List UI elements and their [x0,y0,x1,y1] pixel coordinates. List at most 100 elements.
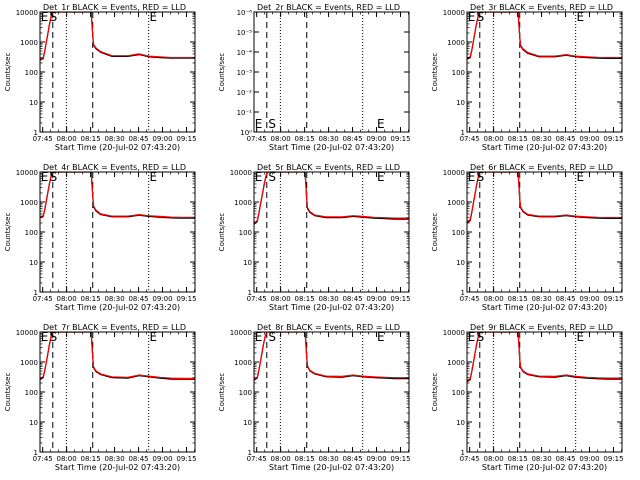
panel-title: Det_9r BLACK = Events, RED = LLD [470,323,613,332]
series-group [467,332,622,383]
x-tick-label: 07:45 [247,135,267,143]
x-tick-label: 08:15 [295,295,315,303]
y-axis-title: Counts/sec [218,213,226,252]
x-tick-label: 08:15 [508,135,528,143]
series-line-lld [467,172,622,223]
series-line-lld [467,12,622,59]
series-group [467,12,622,60]
x-tick-label: 08:45 [555,295,575,303]
x-tick-label: 09:00 [579,295,599,303]
panel-det-4r: Det_4r BLACK = Events, RED = LLD 1 10 100 10… [4,163,197,312]
x-tick-label: 08:45 [128,455,148,463]
y-tick-label: 10 [243,259,252,267]
series-line-events [40,332,195,381]
plot-frame [466,171,623,293]
y-tick-label: 10000 [16,169,38,177]
panel-det-2r: Det_2r BLACK = Events, RED = LLD 10⁰ 10⁻¹ 1… [218,3,411,152]
x-axis-title: Start Time (20-Jul-02 07:43:20) [269,303,394,312]
y-tick-label: 1000 [20,39,38,47]
x-tick-label: 09:15 [603,295,623,303]
y-tick-label: 10 [456,99,465,107]
x-axis-title: Start Time (20-Jul-02 07:43:20) [482,303,607,312]
marker-label: E [149,330,157,344]
x-axis-title: Start Time (20-Jul-02 07:43:20) [269,143,394,152]
x-tick-label: 08:15 [508,455,528,463]
marker-label: E [576,10,584,24]
x-tick-label: 08:00 [57,455,77,463]
y-tick-label: 10000 [16,329,38,337]
series-line-lld [254,332,409,380]
x-tick-label: 08:45 [342,135,362,143]
x-tick-label: 07:45 [247,455,267,463]
panel-title: Det_5r BLACK = Events, RED = LLD [257,163,400,172]
x-tick-label: 09:00 [152,135,172,143]
x-tick-label: 09:00 [152,295,172,303]
y-tick-label: 1 [461,449,465,457]
x-tick-label: 09:15 [603,455,623,463]
y-tick-label: 10⁰ [240,129,252,137]
x-tick-label: 09:15 [390,135,410,143]
x-tick-label: 09:00 [366,135,386,143]
x-tick-label: 07:45 [33,455,53,463]
y-tick-label: 100 [25,229,38,237]
series-group [254,172,409,225]
series-line-lld [40,172,195,218]
panel-title: Det_3r BLACK = Events, RED = LLD [470,3,613,12]
marker-label: S [477,330,485,344]
x-tick-label: 08:00 [57,135,77,143]
plot-frame [39,171,196,293]
x-tick-label: 09:00 [366,295,386,303]
marker-label: E [149,10,157,24]
panel-title: Det_2r BLACK = Events, RED = LLD [257,3,400,12]
x-axis-title: Start Time (20-Jul-02 07:43:20) [55,463,180,472]
x-tick-label: 09:15 [390,295,410,303]
x-tick-label: 08:30 [318,295,338,303]
panel-det-7r: Det_7r BLACK = Events, RED = LLD 1 10 100 10… [4,323,197,472]
x-tick-label: 08:00 [484,135,504,143]
x-tick-label: 09:00 [152,455,172,463]
marker-label: E [255,330,263,344]
marker-label: E [41,10,49,24]
x-tick-label: 08:30 [531,295,551,303]
series-line-events [40,12,195,61]
x-tick-label: 08:15 [81,455,101,463]
y-tick-label: 10⁻⁴ [237,49,253,57]
x-tick-label: 08:30 [531,455,551,463]
y-axis-title: Counts/sec [218,53,226,92]
x-tick-label: 07:45 [33,135,53,143]
y-tick-label: 1000 [447,359,465,367]
series-line-lld [40,12,195,60]
plot-frame [466,11,623,133]
x-tick-label: 08:45 [555,135,575,143]
marker-label: E [468,170,476,184]
marker-label: E [255,117,263,131]
panel-title: Det_6r BLACK = Events, RED = LLD [470,163,613,172]
panel-det-8r: Det_8r BLACK = Events, RED = LLD 1 10 100 10… [218,323,411,472]
y-tick-label: 10000 [443,9,465,17]
y-tick-label: 1 [248,289,252,297]
y-tick-label: 10 [456,419,465,427]
series-line-events [467,332,622,383]
y-axis-title: Counts/sec [4,213,12,252]
x-tick-label: 08:30 [531,135,551,143]
y-tick-label: 10000 [443,329,465,337]
plot-frame [253,331,410,453]
y-tick-label: 1 [248,449,252,457]
y-tick-label: 10000 [230,329,252,337]
x-tick-label: 08:15 [508,295,528,303]
plot-frame [253,11,410,133]
x-tick-label: 08:00 [484,455,504,463]
y-tick-label: 10 [29,99,38,107]
y-tick-label: 10⁻³ [237,69,253,77]
y-tick-label: 1000 [20,359,38,367]
series-line-events [467,12,622,60]
series-line-events [40,172,195,219]
x-tick-label: 09:15 [603,135,623,143]
y-tick-label: 1 [34,449,38,457]
x-tick-label: 07:45 [460,295,480,303]
x-axis-title: Start Time (20-Jul-02 07:43:20) [55,143,180,152]
marker-label: E [377,117,385,131]
series-line-lld [467,332,622,382]
panel-title: Det_8r BLACK = Events, RED = LLD [257,323,400,332]
y-tick-label: 1 [34,129,38,137]
